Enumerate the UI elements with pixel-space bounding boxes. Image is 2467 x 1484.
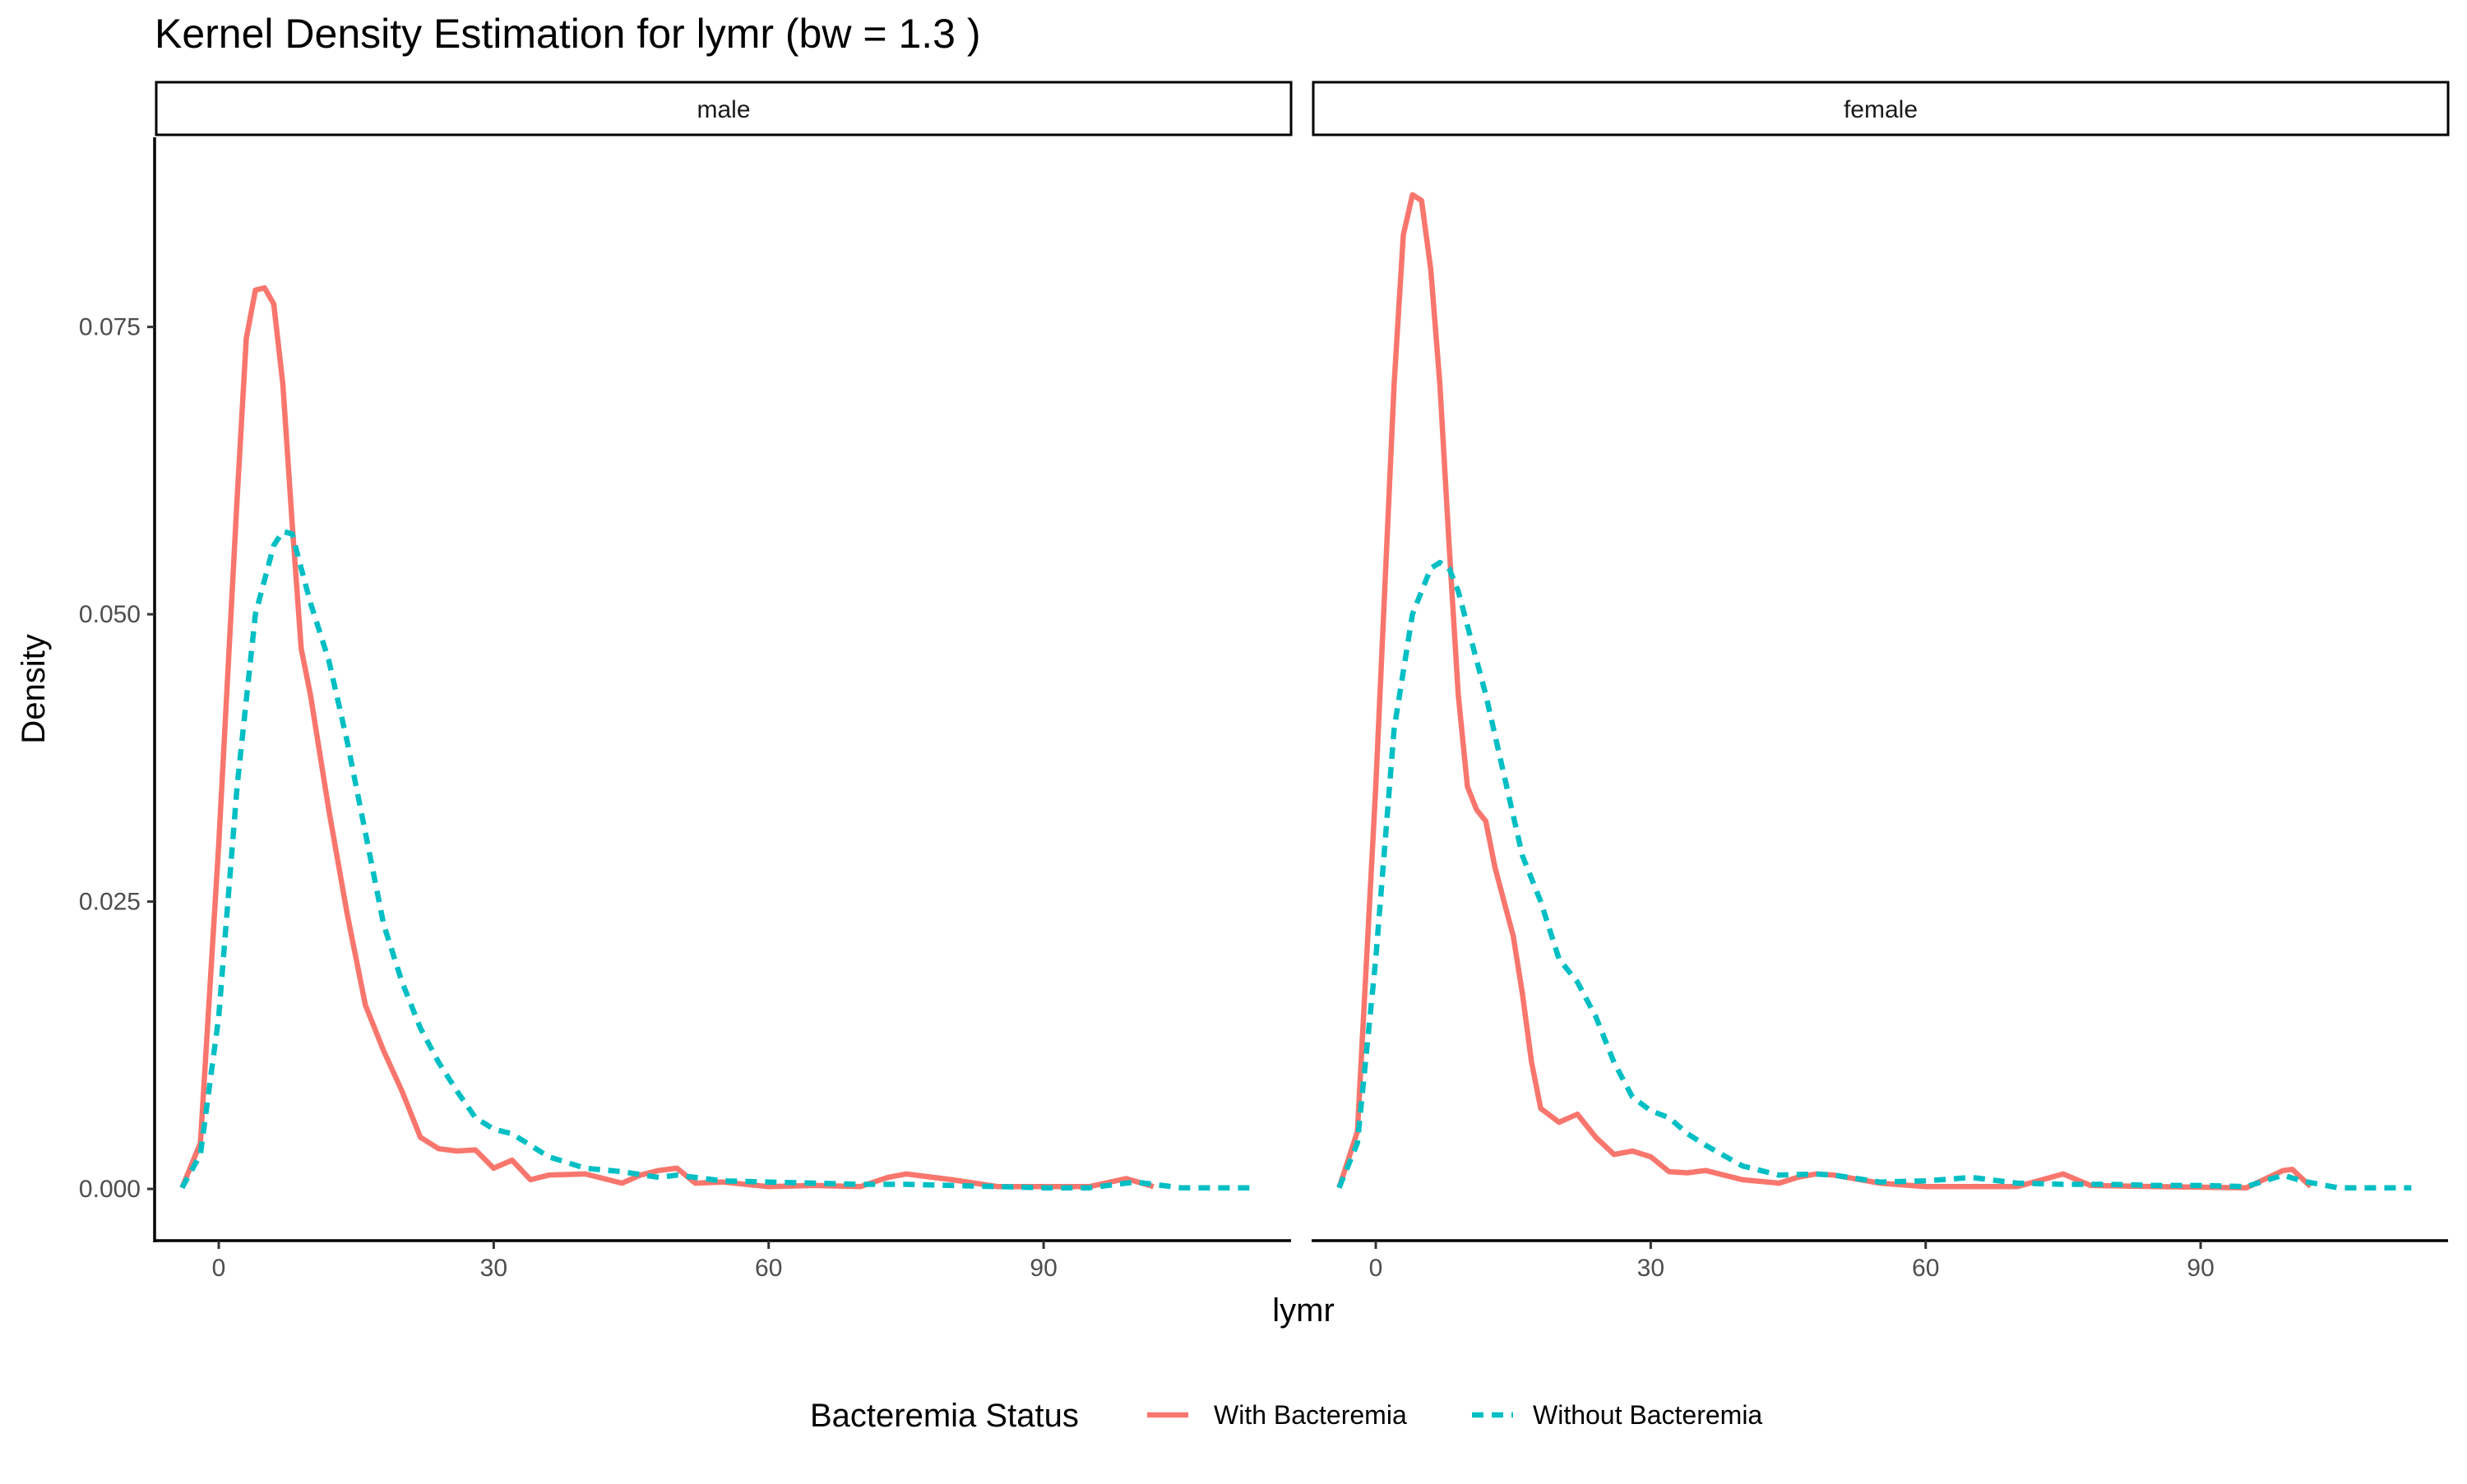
x-axis-label: lymr xyxy=(1272,1292,1335,1329)
legend-title: Bacteremia Status xyxy=(810,1398,1079,1434)
y-tick-label: 0.025 xyxy=(79,889,141,916)
x-tick-label: 30 xyxy=(480,1255,507,1282)
x-tick-label: 0 xyxy=(1369,1255,1383,1282)
strip-female-box xyxy=(1312,81,2450,136)
y-tick-label: 0.000 xyxy=(79,1176,141,1203)
density-line-female-with-bacteremia xyxy=(1336,192,2313,1190)
strip-male-box xyxy=(155,81,1293,136)
x-tick-label: 90 xyxy=(1030,1255,1057,1282)
x-tick-label: 90 xyxy=(2187,1255,2214,1282)
plot-area-male xyxy=(179,284,1255,1190)
panel-male: male xyxy=(153,81,1293,1242)
y-axis-ticks: 0.000 0.025 0.050 0.075 xyxy=(79,314,155,1203)
panel-female: female xyxy=(1312,81,2450,1242)
strip-label-male: male xyxy=(697,96,750,123)
plot-area-female xyxy=(1336,192,2412,1190)
x-tick-label: 0 xyxy=(212,1255,226,1282)
legend: Bacteremia Status With Bacteremia Withou… xyxy=(810,1398,1762,1434)
x-tick-label: 60 xyxy=(1912,1255,1939,1282)
density-line-female-without-bacteremia xyxy=(1336,559,2412,1190)
y-tick-label: 0.050 xyxy=(79,601,141,628)
x-tick-label: 60 xyxy=(755,1255,782,1282)
density-line-male-without-bacteremia xyxy=(179,529,1255,1190)
density-line-male-with-bacteremia xyxy=(179,284,1155,1190)
x-axis-ticks: 0 30 60 90 0 30 60 90 xyxy=(212,1241,2215,1282)
strip-label-female: female xyxy=(1844,96,1918,123)
x-tick-label: 30 xyxy=(1637,1255,1664,1282)
chart-title: Kernel Density Estimation for lymr (bw =… xyxy=(155,11,981,57)
y-axis-label: Density xyxy=(16,634,52,743)
legend-label-without-bacteremia: Without Bacteremia xyxy=(1533,1400,1762,1430)
y-tick-label: 0.075 xyxy=(79,314,141,341)
legend-label-with-bacteremia: With Bacteremia xyxy=(1214,1400,1407,1430)
